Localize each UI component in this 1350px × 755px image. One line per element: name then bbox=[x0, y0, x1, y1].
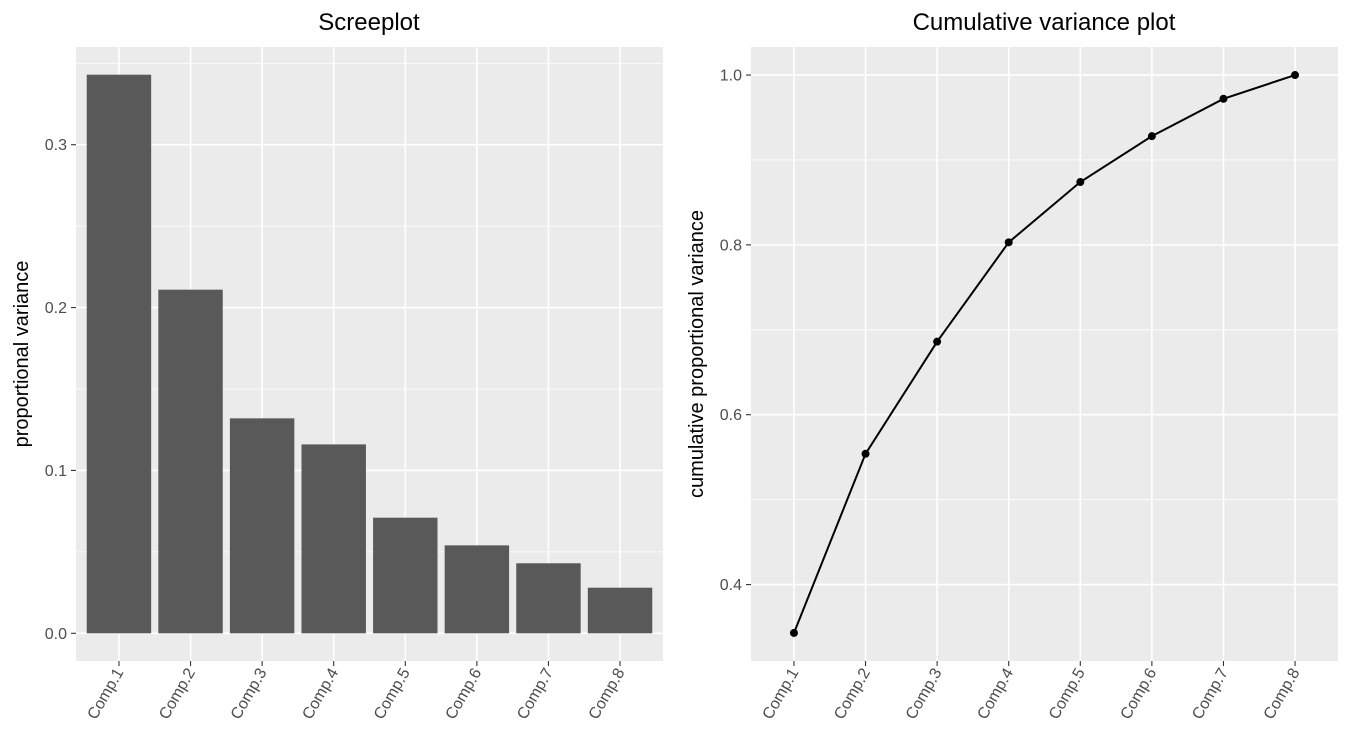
x-tick-label: Comp.6 bbox=[443, 665, 486, 722]
chart-title: Screeplot bbox=[318, 9, 420, 36]
bar-Comp.1 bbox=[86, 74, 152, 634]
x-tick-label: Comp.5 bbox=[1046, 665, 1089, 722]
x-tick-label: Comp.8 bbox=[586, 665, 629, 722]
y-tick-label: 0.0 bbox=[45, 626, 67, 643]
x-tick-label: Comp.2 bbox=[156, 665, 199, 722]
y-tick-label: 0.1 bbox=[45, 463, 67, 480]
cumulative-variance-panel: 0.4 0.6 0.8 1.0 Comp.1 Comp.2 Comp.3 Comp.4 Comp… bbox=[686, 9, 1338, 723]
screeplot-panel: 0.0 0.1 0.2 0.3 Comp.1 Comp.2 Comp.3 Comp.4 Comp… bbox=[11, 9, 663, 723]
y-tick-label: 0.4 bbox=[720, 577, 742, 594]
series-line bbox=[793, 74, 1296, 634]
x-tick-label: Comp.6 bbox=[1118, 665, 1161, 722]
bar-Comp.2 bbox=[158, 289, 223, 634]
panel-background bbox=[751, 47, 1338, 661]
y-axis-title: proportional variance bbox=[11, 261, 33, 448]
point-Comp.1 bbox=[789, 628, 798, 637]
y-tick-label: 0.2 bbox=[45, 300, 67, 317]
bar-Comp.7 bbox=[516, 563, 581, 634]
point-Comp.4 bbox=[1004, 238, 1013, 247]
point-Comp.5 bbox=[1076, 178, 1085, 187]
y-tick-label: 0.3 bbox=[45, 137, 67, 154]
x-tick-label: Comp.1 bbox=[760, 665, 803, 722]
x-tick-label: Comp.1 bbox=[85, 665, 128, 722]
x-tick-label: Comp.7 bbox=[514, 665, 557, 722]
x-tick-label: Comp.8 bbox=[1261, 665, 1304, 722]
y-axis-title: cumulative proportional variance bbox=[686, 210, 708, 498]
x-tick-label: Comp.2 bbox=[831, 665, 874, 722]
point-Comp.6 bbox=[1147, 132, 1156, 141]
x-tick-label: Comp.4 bbox=[974, 665, 1017, 722]
x-tick-label: Comp.3 bbox=[228, 665, 271, 722]
bar-Comp.8 bbox=[587, 587, 653, 634]
x-tick-label: Comp.3 bbox=[903, 665, 946, 722]
y-tick-label: 1.0 bbox=[720, 68, 742, 85]
x-tick-label: Comp.7 bbox=[1189, 665, 1232, 722]
x-tick-label: Comp.5 bbox=[371, 665, 414, 722]
bar-Comp.5 bbox=[373, 517, 438, 634]
bar-Comp.4 bbox=[301, 444, 366, 634]
y-tick-label: 0.8 bbox=[720, 237, 742, 254]
y-tick-label: 0.6 bbox=[720, 407, 742, 424]
point-Comp.3 bbox=[933, 337, 942, 346]
point-Comp.7 bbox=[1219, 94, 1228, 103]
point-Comp.2 bbox=[861, 449, 870, 458]
chart-title: Cumulative variance plot bbox=[913, 9, 1176, 36]
bar-Comp.3 bbox=[229, 418, 295, 634]
x-tick-label: Comp.4 bbox=[299, 665, 342, 722]
bar-Comp.6 bbox=[444, 545, 510, 634]
point-Comp.8 bbox=[1291, 71, 1300, 80]
